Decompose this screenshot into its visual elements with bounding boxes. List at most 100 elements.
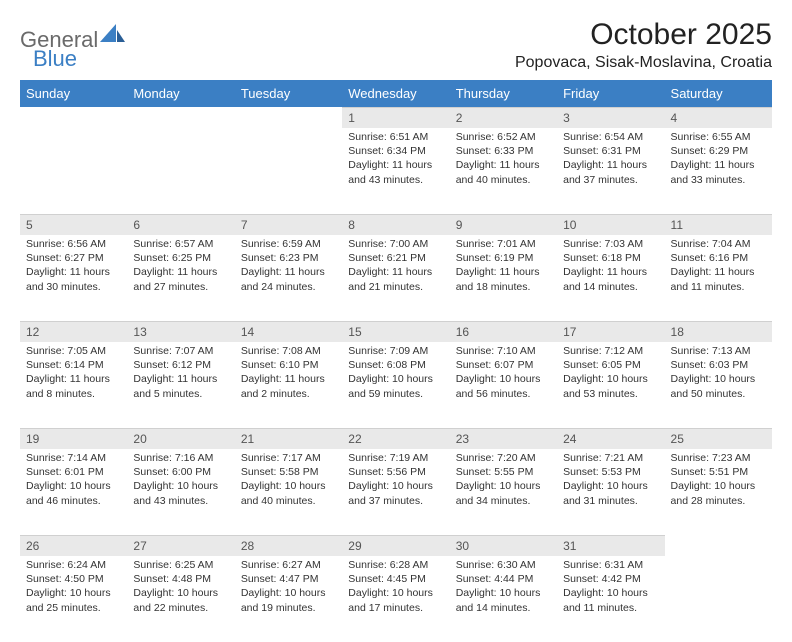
day-number: 24 [557,428,664,449]
calendar-page: General Blue October 2025 Popovaca, Sisa… [0,0,792,612]
day-number: 1 [342,107,449,128]
day-details: Sunrise: 6:30 AMSunset: 4:44 PMDaylight:… [450,556,557,621]
day-cell [665,556,772,642]
day-number-cell: 19 [20,428,127,449]
day-number: 22 [342,428,449,449]
day-cell: Sunrise: 7:20 AMSunset: 5:55 PMDaylight:… [450,449,557,535]
day-details: Sunrise: 7:03 AMSunset: 6:18 PMDaylight:… [557,235,664,300]
day-number: 20 [127,428,234,449]
col-sunday: Sunday [20,80,127,107]
day-details: Sunrise: 6:27 AMSunset: 4:47 PMDaylight:… [235,556,342,621]
daylight-text: Daylight: 10 hours and 22 minutes. [133,586,228,614]
day-details: Sunrise: 7:04 AMSunset: 6:16 PMDaylight:… [665,235,772,300]
day-number-cell: 13 [127,321,234,342]
title-block: October 2025 Popovaca, Sisak-Moslavina, … [515,18,772,72]
sunset-text: Sunset: 5:58 PM [241,465,336,479]
day-number: 16 [450,321,557,342]
day-number [127,107,234,114]
sunset-text: Sunset: 4:50 PM [26,572,121,586]
sunrise-text: Sunrise: 7:04 AM [671,237,766,251]
sunset-text: Sunset: 6:23 PM [241,251,336,265]
day-number: 15 [342,321,449,342]
day-number: 10 [557,214,664,235]
day-number: 29 [342,535,449,556]
day-number: 6 [127,214,234,235]
week-number-row: 12131415161718 [20,321,772,342]
day-number-cell: 18 [665,321,772,342]
day-details: Sunrise: 7:07 AMSunset: 6:12 PMDaylight:… [127,342,234,407]
daylight-text: Daylight: 11 hours and 8 minutes. [26,372,121,400]
day-cell: Sunrise: 7:03 AMSunset: 6:18 PMDaylight:… [557,235,664,321]
sunset-text: Sunset: 6:14 PM [26,358,121,372]
sunrise-text: Sunrise: 7:01 AM [456,237,551,251]
week-number-row: 1234 [20,107,772,128]
day-details: Sunrise: 7:20 AMSunset: 5:55 PMDaylight:… [450,449,557,514]
day-cell: Sunrise: 7:12 AMSunset: 6:05 PMDaylight:… [557,342,664,428]
sunset-text: Sunset: 6:08 PM [348,358,443,372]
day-number-cell: 14 [235,321,342,342]
sunrise-text: Sunrise: 7:21 AM [563,451,658,465]
day-number: 23 [450,428,557,449]
day-number-cell: 2 [450,107,557,128]
sunrise-text: Sunrise: 6:54 AM [563,130,658,144]
day-details: Sunrise: 7:17 AMSunset: 5:58 PMDaylight:… [235,449,342,514]
day-cell: Sunrise: 6:57 AMSunset: 6:25 PMDaylight:… [127,235,234,321]
day-cell: Sunrise: 7:14 AMSunset: 6:01 PMDaylight:… [20,449,127,535]
day-number-cell: 16 [450,321,557,342]
day-details: Sunrise: 7:09 AMSunset: 6:08 PMDaylight:… [342,342,449,407]
daylight-text: Daylight: 10 hours and 43 minutes. [133,479,228,507]
week-body-row: Sunrise: 6:51 AMSunset: 6:34 PMDaylight:… [20,128,772,214]
day-details: Sunrise: 6:31 AMSunset: 4:42 PMDaylight:… [557,556,664,621]
daylight-text: Daylight: 11 hours and 5 minutes. [133,372,228,400]
sunset-text: Sunset: 6:03 PM [671,358,766,372]
sunset-text: Sunset: 5:55 PM [456,465,551,479]
sunrise-text: Sunrise: 6:31 AM [563,558,658,572]
day-details: Sunrise: 6:56 AMSunset: 6:27 PMDaylight:… [20,235,127,300]
sunrise-text: Sunrise: 6:59 AM [241,237,336,251]
sunrise-text: Sunrise: 6:51 AM [348,130,443,144]
day-details: Sunrise: 7:14 AMSunset: 6:01 PMDaylight:… [20,449,127,514]
daylight-text: Daylight: 10 hours and 11 minutes. [563,586,658,614]
day-number-cell: 10 [557,214,664,235]
sunset-text: Sunset: 5:51 PM [671,465,766,479]
daylight-text: Daylight: 11 hours and 18 minutes. [456,265,551,293]
day-details: Sunrise: 7:21 AMSunset: 5:53 PMDaylight:… [557,449,664,514]
day-cell: Sunrise: 7:08 AMSunset: 6:10 PMDaylight:… [235,342,342,428]
day-number-cell: 12 [20,321,127,342]
sunset-text: Sunset: 4:42 PM [563,572,658,586]
col-monday: Monday [127,80,234,107]
day-number-cell [20,107,127,128]
sunset-text: Sunset: 6:07 PM [456,358,551,372]
day-cell: Sunrise: 7:21 AMSunset: 5:53 PMDaylight:… [557,449,664,535]
day-cell: Sunrise: 7:17 AMSunset: 5:58 PMDaylight:… [235,449,342,535]
day-number-cell: 20 [127,428,234,449]
day-number: 8 [342,214,449,235]
sunrise-text: Sunrise: 7:05 AM [26,344,121,358]
sunrise-text: Sunrise: 7:20 AM [456,451,551,465]
daylight-text: Daylight: 10 hours and 19 minutes. [241,586,336,614]
day-number-cell: 21 [235,428,342,449]
day-number-cell: 26 [20,535,127,556]
day-details: Sunrise: 6:55 AMSunset: 6:29 PMDaylight:… [665,128,772,193]
sunrise-text: Sunrise: 6:56 AM [26,237,121,251]
day-details: Sunrise: 6:24 AMSunset: 4:50 PMDaylight:… [20,556,127,621]
day-cell: Sunrise: 6:25 AMSunset: 4:48 PMDaylight:… [127,556,234,642]
sunrise-text: Sunrise: 6:55 AM [671,130,766,144]
day-number: 26 [20,535,127,556]
day-number: 21 [235,428,342,449]
day-cell: Sunrise: 7:16 AMSunset: 6:00 PMDaylight:… [127,449,234,535]
day-details: Sunrise: 6:52 AMSunset: 6:33 PMDaylight:… [450,128,557,193]
daylight-text: Daylight: 10 hours and 31 minutes. [563,479,658,507]
calendar-body: 1234Sunrise: 6:51 AMSunset: 6:34 PMDayli… [20,107,772,642]
day-cell: Sunrise: 6:52 AMSunset: 6:33 PMDaylight:… [450,128,557,214]
day-cell: Sunrise: 7:07 AMSunset: 6:12 PMDaylight:… [127,342,234,428]
day-number: 28 [235,535,342,556]
day-number-cell: 3 [557,107,664,128]
daylight-text: Daylight: 10 hours and 25 minutes. [26,586,121,614]
day-number: 5 [20,214,127,235]
day-number: 27 [127,535,234,556]
daylight-text: Daylight: 11 hours and 27 minutes. [133,265,228,293]
week-body-row: Sunrise: 7:14 AMSunset: 6:01 PMDaylight:… [20,449,772,535]
day-number: 17 [557,321,664,342]
sunrise-text: Sunrise: 6:27 AM [241,558,336,572]
